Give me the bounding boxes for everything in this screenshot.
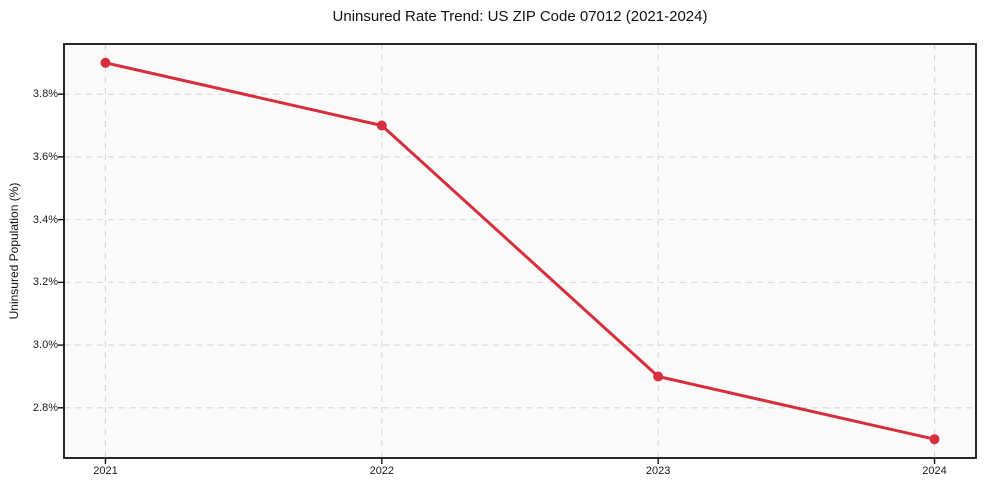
y-tick-label: 2.8% [32, 401, 58, 414]
y-tick-label: 3.0% [32, 339, 58, 352]
data-point-marker [653, 371, 664, 382]
data-point-marker [929, 434, 940, 445]
x-tick-label: 2023 [645, 465, 671, 477]
y-axis-label: Uninsured Population (%) [7, 182, 21, 320]
x-tick-label: 2024 [922, 465, 947, 477]
plot-area [58, 43, 977, 464]
y-tick-label: 3.8% [32, 88, 58, 101]
y-tick-label: 3.2% [32, 276, 58, 289]
trend-line [104, 61, 936, 441]
y-tick-label: 3.4% [32, 213, 58, 226]
y-tick-label: 3.6% [32, 150, 58, 163]
plot-border [63, 43, 977, 459]
data-point-marker [376, 120, 387, 131]
chart-title: Uninsured Rate Trend: US ZIP Code 07012 … [332, 8, 708, 25]
x-tick-label: 2021 [93, 465, 118, 477]
data-point-marker [100, 57, 111, 68]
x-tick-label: 2022 [369, 465, 395, 477]
